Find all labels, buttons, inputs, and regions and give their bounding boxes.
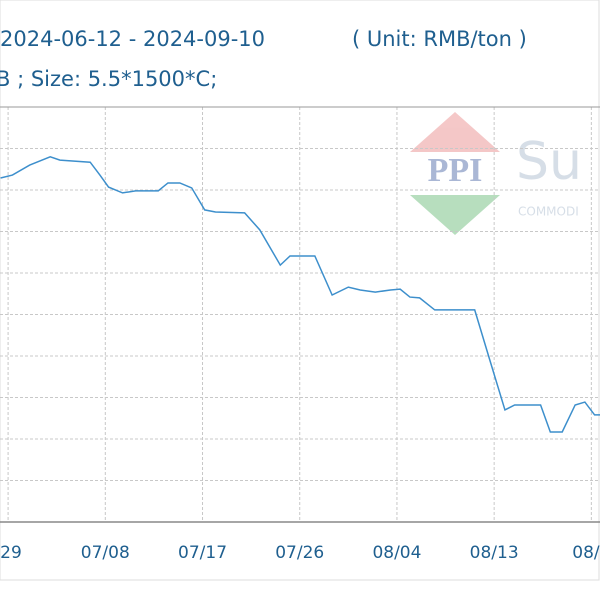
watermark-name: Su: [516, 132, 582, 192]
x-tick-label: 08/13: [470, 543, 519, 563]
unit: ( Unit: RMB/ton ): [352, 27, 527, 51]
subtitle: B ; Size: 5.5*1500*C;: [0, 67, 217, 91]
watermark-tagline: COMMODI: [518, 205, 579, 219]
chart-title: 2024-06-12 - 2024-09-10: [0, 27, 265, 51]
x-tick-label: 08/2: [572, 543, 600, 563]
x-tick-label: 08/04: [372, 543, 421, 563]
data-line: [0, 155, 600, 433]
x-tick-label: 07/26: [275, 543, 324, 563]
logo-top: [410, 112, 500, 152]
logo-bottom: [410, 195, 500, 235]
x-tick-label: 07/08: [81, 543, 130, 563]
watermark: PPI Su COMMODI: [410, 112, 582, 235]
logo-text: PPI: [428, 152, 483, 189]
x-tick-label: /29: [0, 543, 22, 563]
x-tick-label: 07/17: [178, 543, 227, 563]
